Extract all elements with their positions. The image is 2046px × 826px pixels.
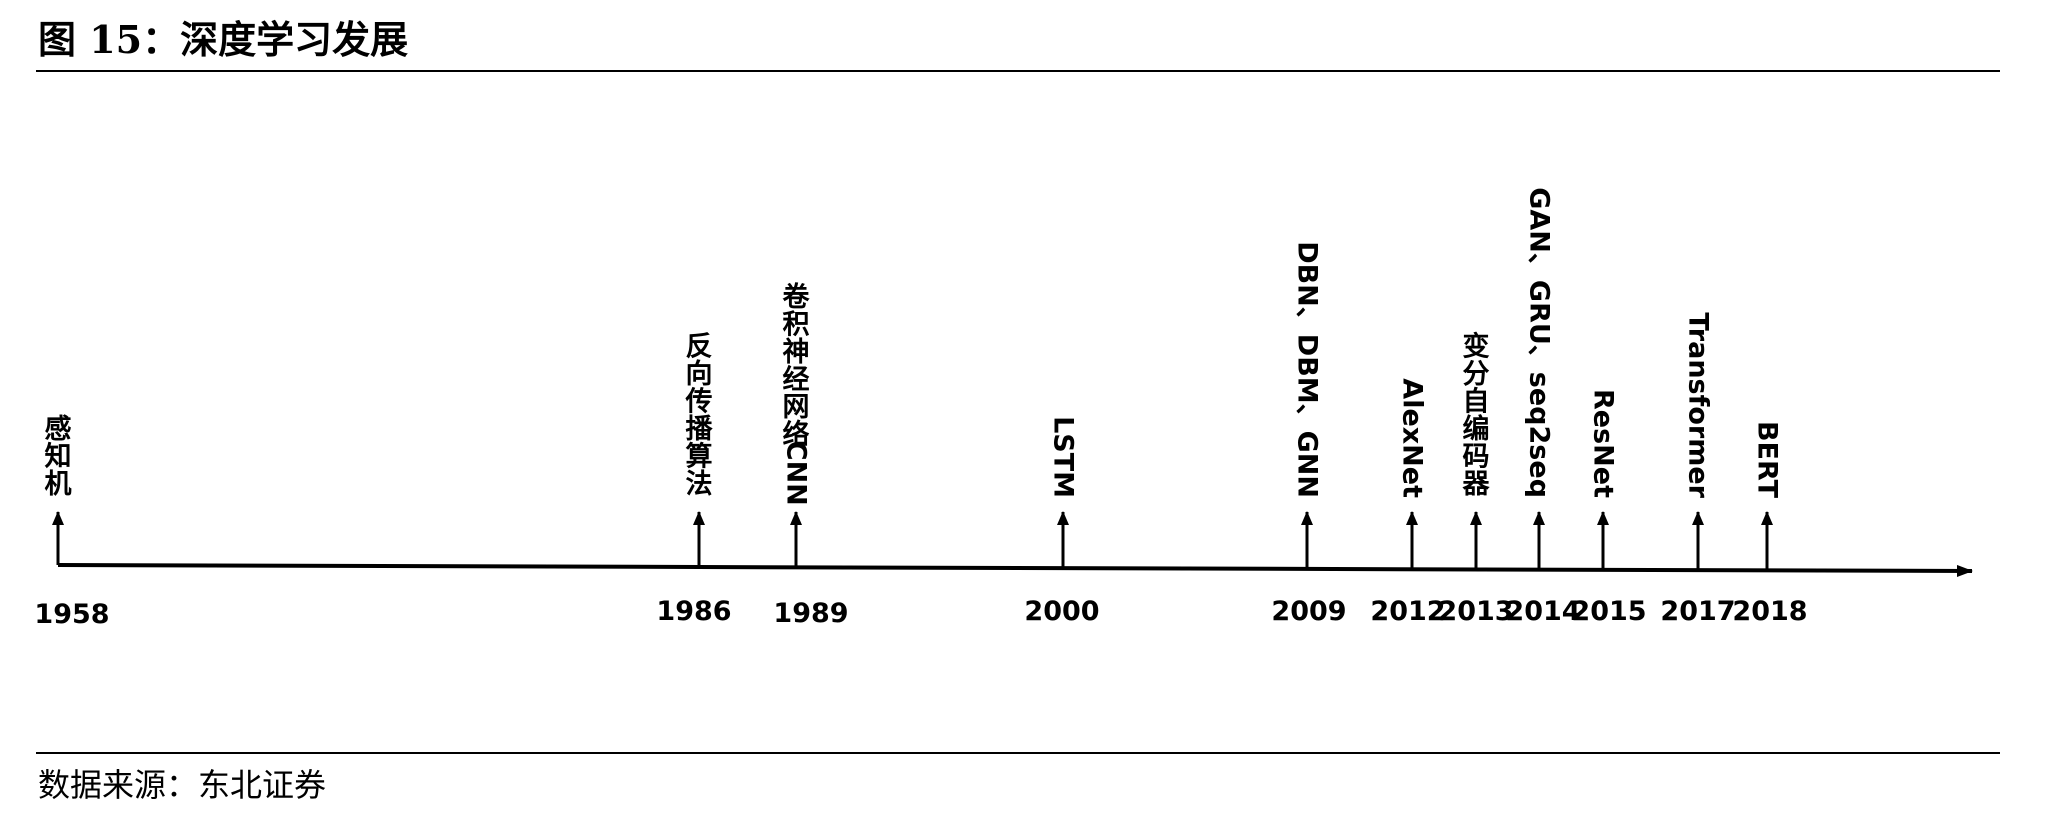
svg-text:播: 播 <box>686 414 714 445</box>
svg-text:卷: 卷 <box>783 282 811 313</box>
svg-text:知: 知 <box>45 441 72 472</box>
figure-title: 图 15：深度学习发展 <box>38 17 409 62</box>
svg-text:向: 向 <box>686 358 713 390</box>
svg-text:法: 法 <box>686 469 713 500</box>
svg-text:CNN: CNN <box>781 441 812 506</box>
year-label-2014: 2014 <box>1505 596 1580 627</box>
svg-text:自: 自 <box>1463 385 1490 417</box>
svg-text:变: 变 <box>1463 330 1490 362</box>
year-label-2009: 2009 <box>1271 596 1346 627</box>
year-label-2015: 2015 <box>1571 596 1646 627</box>
svg-text:器: 器 <box>1462 469 1491 500</box>
year-label-1958: 1958 <box>34 599 109 630</box>
svg-text:分: 分 <box>1463 359 1490 390</box>
year-label-2017: 2017 <box>1660 596 1735 627</box>
event-label-2014: GAN、GRU、seq2seq <box>1524 187 1555 498</box>
svg-text:积: 积 <box>783 309 810 340</box>
event-label-2017: Transformer <box>1683 312 1714 498</box>
svg-text:编: 编 <box>1463 413 1490 445</box>
event-label-1958: 感知机 <box>45 413 72 500</box>
svg-text:算: 算 <box>686 440 713 472</box>
svg-text:神: 神 <box>783 337 810 368</box>
event-label-2009: DBN、DBM、GNN <box>1292 241 1323 498</box>
event-label-2012: AlexNet <box>1397 378 1428 498</box>
year-label-1989: 1989 <box>773 598 848 629</box>
timeline-axis <box>57 563 1973 577</box>
figure-source: 数据来源：东北证券 <box>38 766 327 804</box>
svg-text:反: 反 <box>686 331 713 362</box>
event-label-2018: BERT <box>1752 421 1783 499</box>
year-label-2013: 2013 <box>1438 596 1513 627</box>
svg-text:码: 码 <box>1463 441 1490 472</box>
top-rule <box>36 70 2000 72</box>
svg-text:网: 网 <box>783 392 810 423</box>
event-label-2000: LSTM <box>1048 416 1079 498</box>
event-label-2015: ResNet <box>1588 389 1619 498</box>
year-label-2000: 2000 <box>1024 596 1099 627</box>
year-label-1986: 1986 <box>656 596 731 627</box>
year-label-2018: 2018 <box>1732 596 1807 627</box>
year-label-2012: 2012 <box>1370 596 1445 627</box>
svg-text:络: 络 <box>783 418 810 450</box>
svg-text:机: 机 <box>45 469 72 500</box>
svg-text:经: 经 <box>783 363 810 395</box>
svg-text:传: 传 <box>685 386 713 417</box>
bottom-rule <box>36 752 2000 754</box>
svg-text:感: 感 <box>45 413 72 445</box>
